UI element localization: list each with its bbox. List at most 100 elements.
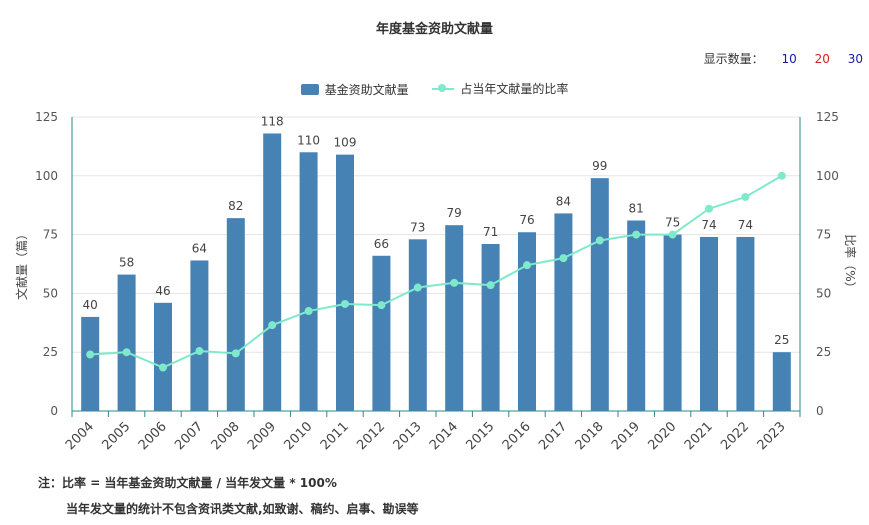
- x-tick-label: 2023: [755, 419, 789, 453]
- ratio-point: [122, 348, 131, 357]
- bar: [627, 220, 646, 411]
- legend-bar-swatch: [300, 83, 319, 95]
- y-right-tick-label: 50: [816, 286, 831, 300]
- bar: [772, 352, 791, 411]
- bar-value-label: 64: [192, 241, 207, 255]
- x-tick-label: 2016: [500, 419, 534, 453]
- bar: [263, 133, 282, 412]
- ratio-point: [777, 171, 786, 180]
- bar: [226, 218, 245, 411]
- ratio-line: [90, 174, 783, 369]
- bar-value-label: 110: [297, 133, 320, 147]
- bar-value-label: 74: [738, 218, 753, 232]
- chart-title: 年度基金资助文献量: [375, 22, 493, 37]
- x-tick-label: 2013: [391, 419, 425, 453]
- x-tick-label: 2007: [172, 419, 206, 453]
- y-right-axis-title: 比率（%）: [843, 234, 858, 293]
- display-count-option-30[interactable]: 30: [847, 52, 863, 66]
- x-tick-label: 2006: [136, 419, 170, 453]
- y-left-tick-label: 0: [50, 404, 58, 418]
- display-count-option-20[interactable]: 20: [814, 52, 830, 66]
- bar-value-label: 46: [155, 284, 170, 298]
- notes-line1: 比率 = 当年基金资助文献量 / 当年发文量 * 100%: [62, 476, 337, 490]
- ratio-point: [595, 236, 604, 245]
- bar-value-label: 118: [261, 114, 284, 128]
- ratio-point: [377, 301, 386, 310]
- ratio-point: [741, 192, 750, 201]
- y-left-tick-label: 75: [43, 228, 58, 242]
- x-tick-label: 2008: [209, 419, 243, 453]
- bar-value-label: 75: [665, 216, 680, 230]
- ratio-point: [523, 261, 531, 270]
- x-tick-label: 2022: [718, 419, 752, 453]
- x-tick-label: 2018: [573, 419, 607, 453]
- notes-prefix: 注：: [38, 476, 63, 490]
- ratio-point: [632, 230, 641, 239]
- x-tick-label: 2019: [609, 419, 643, 453]
- y-right-tick-label: 75: [816, 228, 831, 242]
- x-tick-label: 2004: [63, 419, 97, 453]
- y-right-tick-label: 25: [816, 345, 831, 359]
- y-left-tick-label: 50: [43, 286, 58, 300]
- ratio-point: [413, 283, 422, 292]
- bar: [372, 255, 391, 411]
- bar-value-label: 109: [334, 136, 357, 150]
- bar: [481, 244, 500, 411]
- bar-value-label: 71: [483, 225, 498, 239]
- bar-value-label: 76: [519, 213, 534, 227]
- legend-line-swatch: [432, 83, 455, 95]
- bar: [117, 274, 136, 411]
- legend-bar-label: 基金资助文献量: [324, 82, 409, 97]
- y-left-tick-label: 25: [43, 345, 58, 359]
- x-tick-label: 2010: [281, 419, 315, 453]
- x-tick-label: 2005: [99, 419, 133, 453]
- y-right-tick-label: 0: [816, 404, 824, 418]
- bar-value-label: 79: [447, 206, 462, 220]
- notes-line2: 当年发文量的统计不包含资讯类文献,如致谢、稿约、启事、勘误等: [66, 502, 419, 516]
- bar-value-label: 58: [119, 256, 134, 270]
- bar: [299, 152, 318, 411]
- ratio-point: [450, 278, 459, 287]
- ratio-point: [304, 307, 313, 316]
- legend-item-bar[interactable]: 基金资助文献量: [300, 81, 409, 98]
- ratio-point: [159, 363, 167, 372]
- bar: [445, 225, 464, 411]
- bar-value-label: 82: [228, 199, 243, 213]
- legend-item-line[interactable]: 占当年文献量的比率: [432, 80, 568, 97]
- display-count-option-10[interactable]: 10: [781, 52, 797, 66]
- bar: [408, 239, 427, 411]
- bar-value-label: 74: [701, 218, 716, 232]
- ratio-point: [559, 254, 568, 263]
- ratio-point: [668, 230, 677, 239]
- x-tick-label: 2011: [318, 419, 352, 453]
- x-tick-label: 2021: [682, 419, 716, 453]
- ratio-point: [705, 204, 713, 213]
- y-left-tick-label: 100: [35, 169, 58, 183]
- bar: [700, 236, 718, 411]
- bar: [81, 316, 100, 411]
- bar-value-label: 40: [83, 298, 98, 312]
- display-count-selector: 显示数量： 10 20 30: [704, 50, 863, 67]
- x-tick-label: 2014: [427, 419, 461, 453]
- ratio-point: [231, 349, 240, 358]
- display-count-label: 显示数量：: [703, 52, 764, 66]
- bar-value-label: 81: [629, 201, 644, 215]
- bar: [590, 178, 609, 411]
- x-tick-label: 2012: [354, 419, 388, 453]
- x-tick-label: 2009: [245, 419, 279, 453]
- bar: [663, 234, 682, 411]
- ratio-point: [195, 347, 204, 356]
- bar: [518, 232, 536, 411]
- y-left-tick-label: 125: [35, 110, 58, 124]
- bar: [336, 154, 354, 411]
- legend-line-label: 占当年文献量的比率: [460, 82, 569, 96]
- ratio-point: [86, 350, 95, 359]
- bar-value-label: 66: [374, 237, 389, 251]
- bar: [190, 260, 209, 411]
- ratio-point: [486, 281, 495, 290]
- bar: [554, 213, 573, 411]
- bar-value-label: 99: [592, 159, 607, 173]
- bar: [154, 302, 172, 411]
- chart-notes: 注：比率 = 当年基金资助文献量 / 当年发文量 * 100% 当年发文量的统计…: [38, 470, 419, 522]
